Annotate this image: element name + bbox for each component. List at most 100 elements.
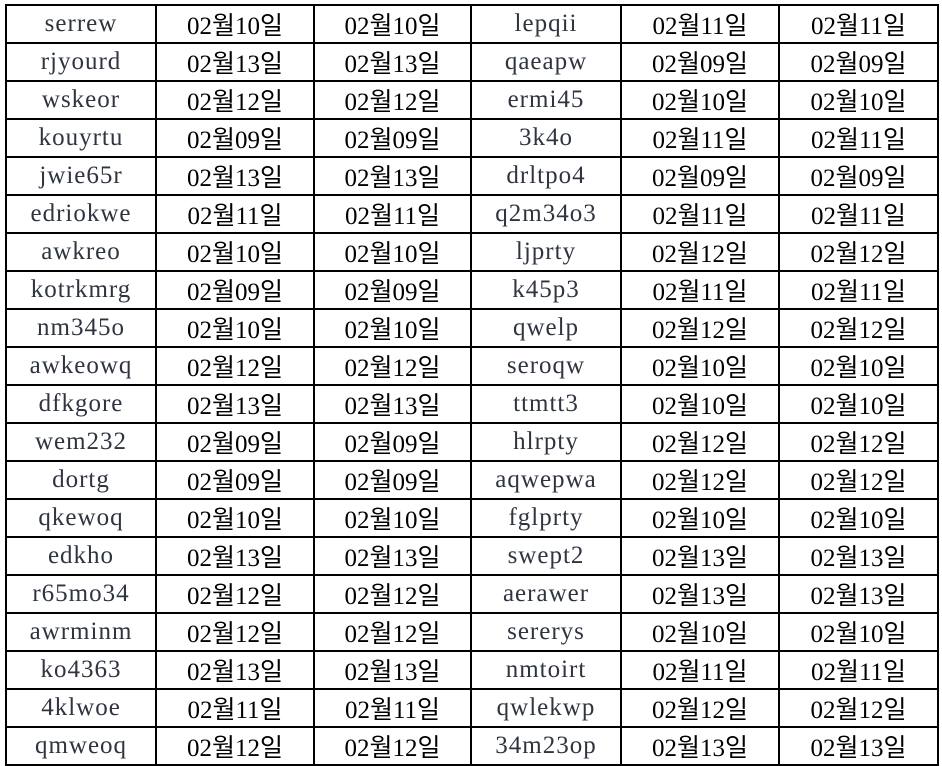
cell-name[interactable]: qwelp xyxy=(470,308,622,348)
cell-date[interactable]: 02월10일 xyxy=(620,498,780,538)
cell-date[interactable]: 02월09일 xyxy=(313,460,472,500)
cell-name[interactable]: kouyrtu xyxy=(5,118,157,158)
cell-name[interactable]: ljprty xyxy=(470,232,622,272)
cell-name[interactable]: edkho xyxy=(5,536,157,576)
cell-date[interactable]: 02월13일 xyxy=(155,156,315,196)
cell-date[interactable]: 02월11일 xyxy=(313,194,472,234)
cell-date[interactable]: 02월10일 xyxy=(155,308,315,348)
cell-date[interactable]: 02월09일 xyxy=(155,460,315,500)
cell-date[interactable]: 02월12일 xyxy=(155,574,315,614)
cell-name[interactable]: aerawer xyxy=(470,574,622,614)
cell-date[interactable]: 02월09일 xyxy=(620,42,780,82)
cell-date[interactable]: 02월09일 xyxy=(155,422,315,462)
cell-date[interactable]: 02월11일 xyxy=(778,650,939,690)
cell-date[interactable]: 02월12일 xyxy=(313,80,472,120)
cell-name[interactable]: hlrpty xyxy=(470,422,622,462)
cell-name[interactable]: awrminm xyxy=(5,612,157,652)
cell-date[interactable]: 02월12일 xyxy=(620,308,780,348)
cell-date[interactable]: 02월10일 xyxy=(313,498,472,538)
cell-date[interactable]: 02월10일 xyxy=(778,612,939,652)
cell-name[interactable]: k45p3 xyxy=(470,270,622,310)
cell-date[interactable]: 02월11일 xyxy=(313,688,472,728)
cell-name[interactable]: nm345o xyxy=(5,308,157,348)
cell-date[interactable]: 02월11일 xyxy=(155,688,315,728)
cell-name[interactable]: wskeor xyxy=(5,80,157,120)
cell-date[interactable]: 02월11일 xyxy=(620,650,780,690)
cell-name[interactable]: qkewoq xyxy=(5,498,157,538)
cell-date[interactable]: 02월12일 xyxy=(313,346,472,386)
cell-date[interactable]: 02월13일 xyxy=(313,156,472,196)
cell-name[interactable]: swept2 xyxy=(470,536,622,576)
cell-name[interactable]: ermi45 xyxy=(470,80,622,120)
cell-name[interactable]: ko4363 xyxy=(5,650,157,690)
cell-date[interactable]: 02월12일 xyxy=(778,232,939,272)
cell-date[interactable]: 02월12일 xyxy=(313,574,472,614)
cell-date[interactable]: 02월10일 xyxy=(778,80,939,120)
cell-date[interactable]: 02월10일 xyxy=(155,498,315,538)
cell-name[interactable]: lepqii xyxy=(470,4,622,44)
cell-name[interactable]: qwlekwp xyxy=(470,688,622,728)
cell-date[interactable]: 02월09일 xyxy=(313,422,472,462)
cell-name[interactable]: r65mo34 xyxy=(5,574,157,614)
cell-date[interactable]: 02월12일 xyxy=(620,460,780,500)
cell-date[interactable]: 02월10일 xyxy=(313,4,472,44)
cell-name[interactable]: 4klwoe xyxy=(5,688,157,728)
cell-date[interactable]: 02월12일 xyxy=(778,308,939,348)
cell-date[interactable]: 02월12일 xyxy=(620,232,780,272)
cell-date[interactable]: 02월09일 xyxy=(155,118,315,158)
cell-date[interactable]: 02월10일 xyxy=(778,346,939,386)
cell-date[interactable]: 02월11일 xyxy=(778,194,939,234)
cell-date[interactable]: 02월11일 xyxy=(778,270,939,310)
cell-date[interactable]: 02월11일 xyxy=(620,118,780,158)
cell-name[interactable]: nmtoirt xyxy=(470,650,622,690)
cell-date[interactable]: 02월12일 xyxy=(313,726,472,766)
cell-date[interactable]: 02월09일 xyxy=(313,118,472,158)
cell-name[interactable]: qaeapw xyxy=(470,42,622,82)
cell-name[interactable]: serrew xyxy=(5,4,157,44)
cell-name[interactable]: 3k4o xyxy=(470,118,622,158)
cell-name[interactable]: qmweoq xyxy=(5,726,157,766)
cell-date[interactable]: 02월13일 xyxy=(155,536,315,576)
cell-date[interactable]: 02월12일 xyxy=(620,688,780,728)
cell-name[interactable]: kotrkmrg xyxy=(5,270,157,310)
cell-date[interactable]: 02월09일 xyxy=(778,42,939,82)
cell-name[interactable]: dortg xyxy=(5,460,157,500)
cell-date[interactable]: 02월09일 xyxy=(620,156,780,196)
cell-date[interactable]: 02월10일 xyxy=(620,384,780,424)
cell-date[interactable]: 02월13일 xyxy=(778,574,939,614)
cell-name[interactable]: awkreo xyxy=(5,232,157,272)
cell-date[interactable]: 02월13일 xyxy=(313,384,472,424)
cell-date[interactable]: 02월11일 xyxy=(155,194,315,234)
cell-date[interactable]: 02월10일 xyxy=(313,308,472,348)
cell-date[interactable]: 02월10일 xyxy=(778,384,939,424)
cell-date[interactable]: 02월12일 xyxy=(778,460,939,500)
cell-date[interactable]: 02월10일 xyxy=(778,498,939,538)
cell-date[interactable]: 02월11일 xyxy=(778,4,939,44)
cell-name[interactable]: rjyourd xyxy=(5,42,157,82)
cell-date[interactable]: 02월13일 xyxy=(778,536,939,576)
cell-date[interactable]: 02월13일 xyxy=(313,650,472,690)
cell-name[interactable]: fglprty xyxy=(470,498,622,538)
cell-date[interactable]: 02월11일 xyxy=(620,270,780,310)
cell-date[interactable]: 02월09일 xyxy=(778,156,939,196)
cell-date[interactable]: 02월13일 xyxy=(620,726,780,766)
cell-date[interactable]: 02월13일 xyxy=(778,726,939,766)
cell-name[interactable]: wem232 xyxy=(5,422,157,462)
cell-date[interactable]: 02월10일 xyxy=(620,612,780,652)
cell-date[interactable]: 02월12일 xyxy=(313,612,472,652)
cell-date[interactable]: 02월13일 xyxy=(155,384,315,424)
cell-date[interactable]: 02월13일 xyxy=(313,42,472,82)
cell-name[interactable]: aqwepwa xyxy=(470,460,622,500)
cell-name[interactable]: edriokwe xyxy=(5,194,157,234)
cell-date[interactable]: 02월09일 xyxy=(313,270,472,310)
cell-date[interactable]: 02월12일 xyxy=(778,688,939,728)
cell-date[interactable]: 02월13일 xyxy=(313,536,472,576)
cell-name[interactable]: dfkgore xyxy=(5,384,157,424)
cell-date[interactable]: 02월13일 xyxy=(620,574,780,614)
cell-name[interactable]: awkeowq xyxy=(5,346,157,386)
cell-name[interactable]: 34m23op xyxy=(470,726,622,766)
cell-date[interactable]: 02월12일 xyxy=(620,422,780,462)
cell-date[interactable]: 02월13일 xyxy=(620,536,780,576)
cell-date[interactable]: 02월11일 xyxy=(620,194,780,234)
cell-date[interactable]: 02월12일 xyxy=(155,346,315,386)
